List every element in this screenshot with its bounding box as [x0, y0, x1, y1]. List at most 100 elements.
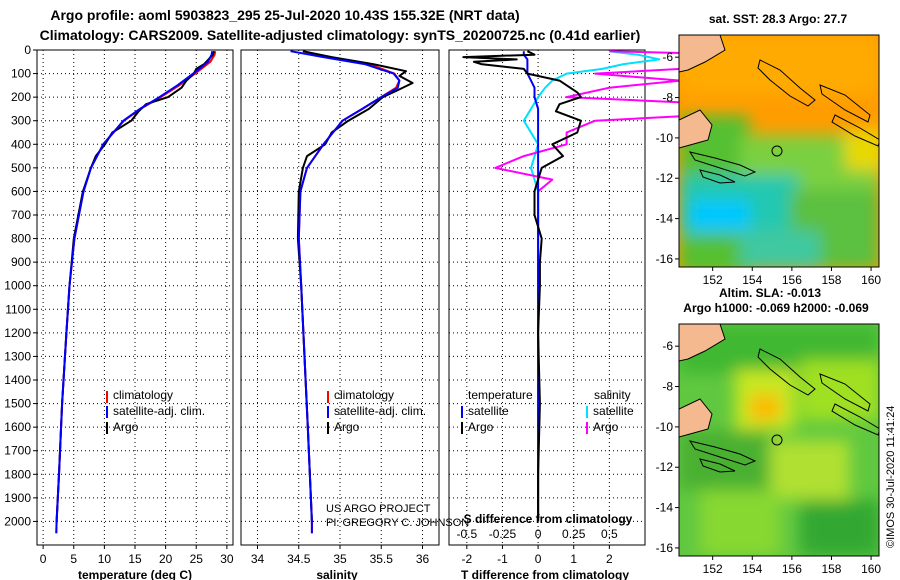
legend-title-salinity: salinity — [594, 388, 631, 402]
argo-position-marker — [771, 434, 783, 446]
imos-credit: ©IMOS 30-Jul-2020 11:41:24 — [885, 406, 897, 548]
x-tick-label: 0 — [40, 552, 47, 566]
sst-map-ticks: 152 154 156 158 160 -6 -8 -10 -12 -14 -16 — [656, 50, 882, 287]
legend-label-t-argo: Argo — [468, 420, 494, 434]
temperature-grid — [37, 49, 233, 545]
sla-field-blobs — [679, 324, 879, 556]
sst-east-yellow — [845, 130, 879, 170]
y-tick-label: 1100 — [5, 302, 31, 316]
x-tick-label: 15 — [128, 552, 142, 566]
salinity-xlabel: salinity — [316, 568, 358, 580]
sla-mid-yellow — [770, 440, 850, 500]
y-tick-label: 500 — [11, 161, 31, 175]
y-tick-label: 0 — [24, 43, 31, 57]
map-x-tick-label: 160 — [861, 562, 881, 576]
island-rossel — [699, 458, 736, 473]
island-bougainville — [757, 59, 816, 107]
map-y-tick-label: -16 — [656, 541, 674, 555]
sst-land — [679, 35, 879, 184]
series-line-climatology — [55, 51, 217, 534]
salinity-lines — [290, 50, 414, 534]
sla-orange — [750, 395, 780, 420]
legend-label-satellite: satellite-adj. clim. — [334, 404, 426, 418]
x-tick-label: 25 — [190, 552, 204, 566]
title-line-2: Climatology: CARS2009. Satellite-adjuste… — [40, 27, 641, 43]
title-line-1: Argo profile: aoml 5903823_295 25-Jul-20… — [50, 7, 519, 23]
sst-coolest — [690, 200, 750, 230]
y-tick-label: 300 — [11, 114, 31, 128]
series-line-t-satellite — [522, 51, 540, 522]
map-x-tick-label: 158 — [821, 273, 841, 287]
x-tick-label: 1 — [570, 552, 577, 566]
legend-label-s-satellite: satellite — [593, 404, 634, 418]
temperature-panel: 0100200300400500600700800900100011001200… — [4, 43, 234, 580]
legend-label-argo: Argo — [334, 420, 360, 434]
x2-tick-label: -0.25 — [489, 527, 517, 541]
map-x-tick-label: 158 — [821, 562, 841, 576]
sst-map-panel: sat. SST: 28.3 Argo: 27.7 — [656, 12, 882, 287]
series-line-climatology — [297, 50, 401, 534]
credit-project: US ARGO PROJECT — [326, 503, 431, 515]
island-louisiade — [688, 151, 757, 177]
difference-xlabel: T difference from climatology — [461, 568, 629, 580]
difference-panel: -2 -1 0 1 2-0.5 -0.25 0 0.25 0.5 T difference fr… — [448, 49, 825, 580]
island-solomon-2 — [831, 403, 879, 436]
legend-label-argo: Argo — [113, 420, 139, 434]
salinity-legend: climatology satellite-adj. clim. Argo — [327, 388, 426, 434]
x-tick-label: 36 — [416, 552, 430, 566]
sla-map-frame — [678, 323, 880, 557]
difference-ticks: -2 -1 0 1 2 -0.5 -0.25 0 0.25 0.5 — [456, 527, 618, 566]
difference-legend-salinity: salinity satellite Argo — [586, 388, 634, 434]
map-y-tick-label: -6 — [662, 50, 673, 64]
x-tick-label: 34.5 — [287, 552, 311, 566]
map-y-tick-label: -10 — [656, 131, 674, 145]
x-tick-label: -1 — [497, 552, 508, 566]
x-tick-label: 30 — [220, 552, 234, 566]
x-tick-label: 20 — [159, 552, 173, 566]
y-tick-label: 600 — [11, 184, 31, 198]
map-y-tick-label: -8 — [662, 91, 673, 105]
y-tick-label: 1500 — [4, 397, 31, 411]
sst-map-frame — [678, 34, 880, 268]
map-x-tick-label: 160 — [861, 273, 881, 287]
map-y-tick-label: -16 — [656, 252, 674, 266]
series-line-argo — [296, 50, 414, 522]
y-tick-label: 1800 — [4, 467, 31, 481]
sst-field-blobs — [679, 35, 879, 267]
x-tick-label: 10 — [98, 552, 112, 566]
x2-tick-label: 0.25 — [562, 527, 586, 541]
x-tick-label: 34 — [251, 552, 265, 566]
y-tick-label: 900 — [11, 255, 31, 269]
y-tick-label: 1900 — [4, 491, 31, 505]
y-tick-label: 200 — [11, 90, 31, 104]
map-y-tick-label: -6 — [662, 339, 673, 353]
x2-tick-label: -0.5 — [456, 527, 477, 541]
map-y-tick-label: -12 — [656, 460, 674, 474]
difference-axes-box — [448, 49, 646, 546]
island-louisiade — [688, 440, 757, 466]
y-tick-label: 2000 — [4, 514, 31, 528]
credit-pi: PI: GREGORY C. JOHNSON — [326, 517, 469, 529]
sla-map-title: Altim. SLA: -0.013 — [719, 286, 821, 300]
map-x-tick-label: 152 — [703, 562, 723, 576]
x-tick-label: -2 — [461, 552, 472, 566]
x-tick-label: 5 — [70, 552, 77, 566]
y-tick-label: 1000 — [4, 279, 31, 293]
temperature-ticks: 0100200300400500600700800900100011001200… — [4, 43, 234, 566]
map-y-tick-label: -14 — [656, 501, 674, 515]
land-png-south — [679, 109, 713, 149]
map-x-tick-label: 156 — [782, 273, 802, 287]
land-png-south — [679, 398, 713, 438]
y-tick-label: 1200 — [4, 326, 31, 340]
sla-map-field — [679, 324, 879, 556]
map-y-tick-label: -8 — [662, 380, 673, 394]
sla-se — [800, 500, 879, 556]
salinity-panel: 34 34.5 35 35.5 36 salinity climatology sate… — [240, 49, 469, 580]
sla-land — [679, 324, 879, 473]
x2-tick-label: 0.5 — [601, 527, 618, 541]
sst-south-teal — [740, 230, 820, 267]
land-png-north — [679, 35, 726, 73]
series-line-t-argo — [462, 50, 582, 522]
x-tick-label: 0 — [535, 552, 542, 566]
